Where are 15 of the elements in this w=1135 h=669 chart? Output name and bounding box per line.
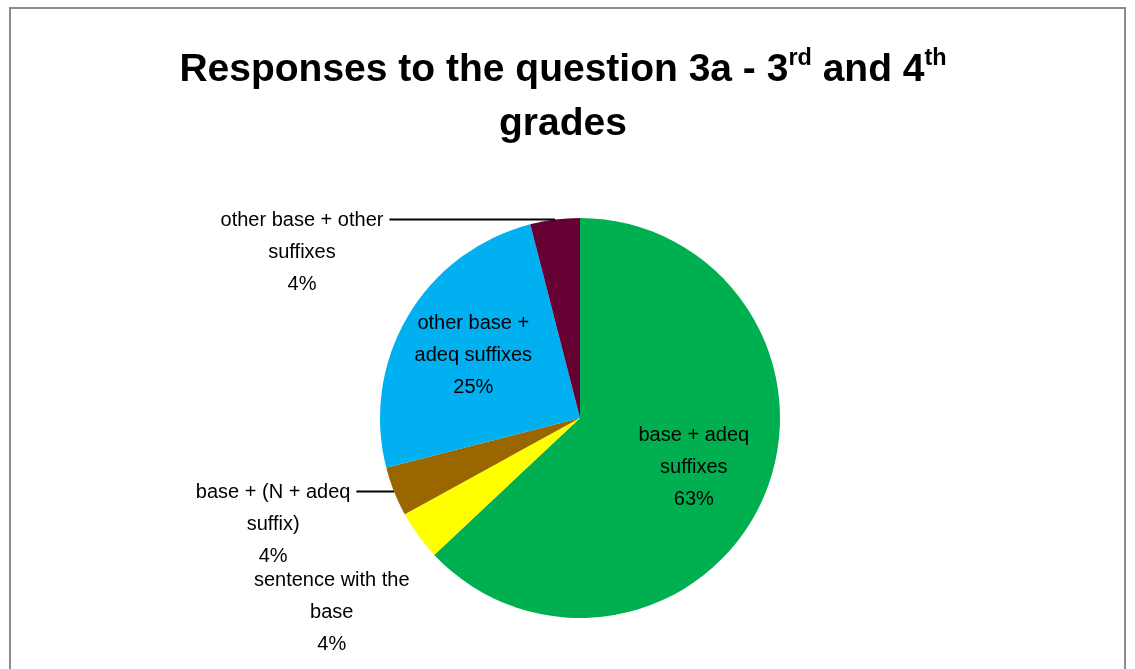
slice-label: base + (N + adeq suffix) — [195, 479, 351, 534]
pie-slice — [530, 218, 580, 418]
pie-slice — [386, 418, 580, 515]
data-label: 4% — [317, 631, 347, 654]
slice-label: sentence with the base — [253, 567, 410, 622]
slice-label: other base + adeq suffixes — [414, 310, 533, 365]
data-label: 25% — [453, 374, 494, 397]
slice-label: base + adeq suffixes — [638, 423, 750, 478]
chart-title: Responses to the question 3a - 3$^{rd}$ and 4$^{th}$ grades — [179, 43, 947, 143]
data-label: 4% — [287, 271, 317, 294]
pie-slice — [380, 224, 580, 468]
slice-label: other base + other suffixes — [220, 207, 384, 262]
pie-slice — [404, 418, 580, 555]
data-label: 63% — [673, 487, 715, 510]
data-label: 4% — [258, 543, 288, 566]
